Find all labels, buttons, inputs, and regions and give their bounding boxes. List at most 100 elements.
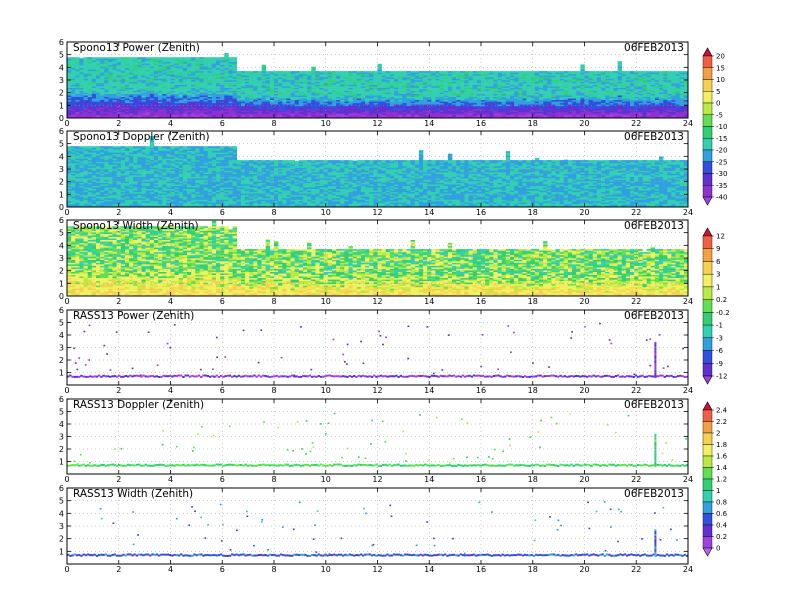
data-cell — [361, 100, 365, 102]
data-cell — [320, 71, 324, 73]
data-cell — [535, 100, 539, 102]
data-cell — [407, 107, 411, 109]
data-cell — [456, 85, 460, 87]
data-cell — [597, 77, 601, 79]
data-cell — [647, 85, 651, 87]
data-cell — [597, 85, 601, 87]
data-cell — [233, 69, 237, 71]
data-cell — [291, 107, 295, 109]
data-cell — [464, 85, 468, 87]
data-cell — [638, 92, 642, 94]
data-cell — [324, 71, 328, 73]
data-cell — [469, 71, 473, 73]
data-cell — [84, 100, 88, 102]
data-cell — [634, 100, 638, 102]
data-cell — [262, 85, 266, 87]
data-cell — [469, 107, 473, 109]
data-cell — [535, 77, 539, 79]
data-cell — [427, 107, 431, 109]
data-cell — [444, 77, 448, 79]
data-cell — [146, 100, 150, 102]
data-cell — [274, 77, 278, 79]
data-cell — [382, 71, 386, 73]
data-cell — [245, 85, 249, 87]
data-cell — [655, 85, 659, 87]
data-cell — [100, 85, 104, 87]
data-cell — [75, 69, 79, 71]
data-cell — [129, 77, 133, 79]
data-cell — [257, 107, 261, 109]
data-cell — [498, 85, 502, 87]
data-cell — [187, 57, 191, 59]
data-cell — [349, 85, 353, 87]
data-cell — [518, 115, 522, 117]
data-cell — [92, 77, 96, 79]
data-cell — [166, 57, 170, 59]
data-cell — [671, 107, 675, 109]
data-cell — [307, 85, 311, 87]
data-cell — [589, 92, 593, 94]
data-cell — [440, 85, 444, 87]
data-cell — [295, 85, 299, 87]
data-cell — [349, 92, 353, 94]
data-cell — [514, 77, 518, 79]
data-cell — [344, 107, 348, 109]
data-cell — [349, 77, 353, 79]
data-cell — [378, 85, 382, 87]
data-cell — [320, 85, 324, 87]
data-cell — [212, 69, 216, 71]
data-cell — [481, 100, 485, 102]
data-cell — [419, 107, 423, 109]
data-cell — [671, 71, 675, 73]
data-cell — [469, 92, 473, 94]
data-cell — [663, 115, 667, 117]
data-cell — [576, 107, 580, 109]
data-cell — [378, 115, 382, 117]
data-cell — [274, 100, 278, 102]
data-cell — [67, 77, 71, 79]
data-cell — [311, 107, 315, 109]
data-cell — [589, 71, 593, 73]
data-cell — [257, 71, 261, 73]
data-cell — [332, 77, 336, 79]
data-cell — [278, 115, 282, 117]
data-cell — [568, 71, 572, 73]
data-cell — [237, 77, 241, 79]
data-cell — [278, 92, 282, 94]
data-cell — [270, 92, 274, 94]
data-cell — [419, 100, 423, 102]
data-cell — [257, 77, 261, 79]
data-cell — [349, 100, 353, 102]
data-cell — [473, 115, 477, 117]
data-cell — [510, 115, 514, 117]
data-cell — [146, 57, 150, 59]
data-cell — [204, 69, 208, 71]
data-cell — [473, 100, 477, 102]
data-cell — [489, 107, 493, 109]
data-cell — [195, 62, 199, 64]
data-cell — [303, 107, 307, 109]
data-cell — [340, 107, 344, 109]
data-cell — [539, 77, 543, 79]
data-cell — [154, 57, 158, 59]
data-cell — [146, 115, 150, 117]
data-cell — [547, 100, 551, 102]
data-cell — [585, 92, 589, 94]
data-cell — [402, 92, 406, 94]
data-cell — [187, 107, 191, 109]
data-cell — [390, 85, 394, 87]
data-cell — [137, 115, 141, 117]
data-cell — [609, 85, 613, 87]
data-cell — [423, 115, 427, 117]
data-cell — [179, 69, 183, 71]
data-cell — [547, 107, 551, 109]
data-cell — [191, 69, 195, 71]
data-cell — [282, 85, 286, 87]
data-cell — [618, 62, 622, 64]
data-cell — [518, 92, 522, 94]
data-cell — [204, 100, 208, 102]
data-cell — [303, 77, 307, 79]
data-cell — [518, 107, 522, 109]
data-cell — [88, 100, 92, 102]
data-cell — [514, 85, 518, 87]
